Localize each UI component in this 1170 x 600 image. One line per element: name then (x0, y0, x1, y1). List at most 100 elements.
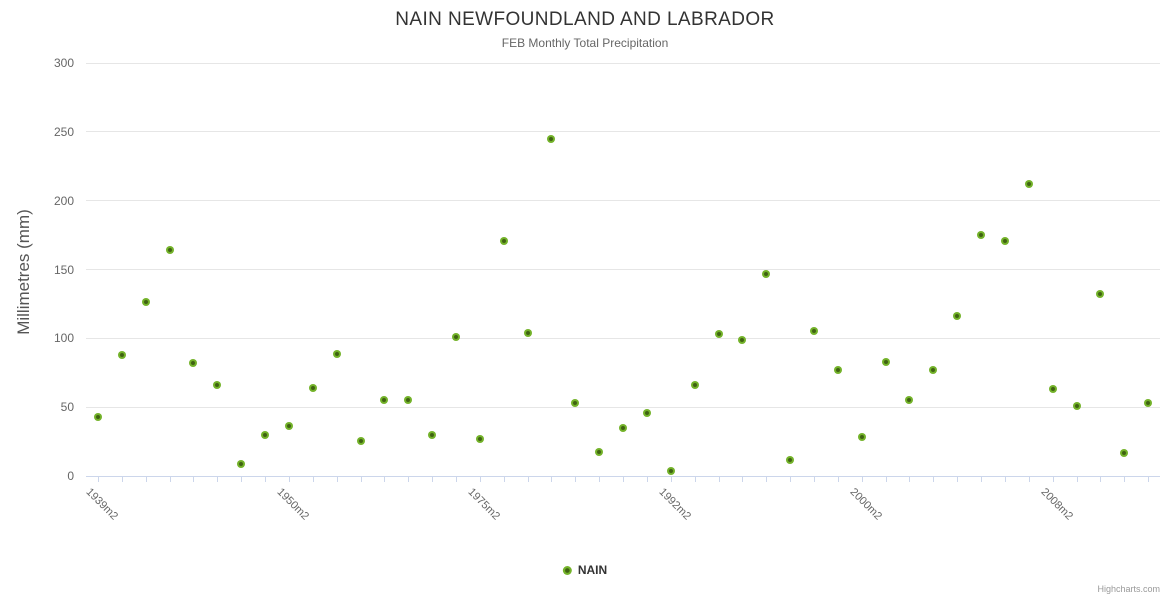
x-axis-tick (145, 477, 147, 482)
x-axis-tick (575, 477, 577, 482)
data-point[interactable] (619, 424, 627, 433)
data-point[interactable] (404, 396, 413, 405)
x-axis-tick (169, 477, 171, 482)
data-point[interactable] (1000, 237, 1009, 246)
y-axis-label: 150 (53, 262, 74, 277)
y-axis-label: 0 (67, 469, 74, 483)
y-gridline (86, 200, 1160, 202)
x-axis-tick (312, 477, 314, 482)
x-axis-label: 1992m2 (656, 486, 693, 523)
data-point[interactable] (475, 435, 484, 444)
x-axis-tick (217, 477, 219, 482)
y-axis-label: 100 (53, 331, 74, 346)
x-axis-tick (646, 477, 648, 482)
y-gridline (86, 62, 1160, 64)
data-point[interactable] (571, 399, 580, 408)
x-axis-tick (1004, 477, 1006, 482)
data-point[interactable] (117, 351, 126, 360)
x-axis-tick (479, 477, 481, 482)
data-point[interactable] (690, 381, 699, 390)
legend-item-nain[interactable]: NAIN (562, 563, 608, 577)
x-axis-tick (1028, 477, 1030, 482)
data-point[interactable] (380, 396, 389, 405)
x-axis-tick (432, 477, 434, 482)
data-point[interactable] (1024, 179, 1033, 188)
data-point[interactable] (1120, 449, 1129, 457)
x-axis-tick (599, 477, 601, 482)
x-axis-tick (623, 477, 624, 482)
legend-series-label: NAIN (577, 563, 608, 577)
data-point[interactable] (499, 236, 508, 245)
data-point[interactable] (237, 460, 246, 468)
data-point[interactable] (261, 431, 269, 440)
data-point[interactable] (1048, 385, 1057, 394)
x-axis-tick (193, 477, 195, 482)
x-axis-tick (121, 477, 123, 482)
data-point[interactable] (308, 384, 317, 392)
data-point[interactable] (356, 437, 365, 445)
data-point[interactable] (1144, 399, 1153, 407)
data-point[interactable] (642, 408, 651, 417)
x-axis-tick (909, 477, 911, 482)
x-axis-tick (694, 477, 696, 482)
data-point[interactable] (284, 422, 293, 430)
data-point[interactable] (595, 448, 604, 456)
data-point[interactable] (1096, 290, 1105, 299)
x-axis-line (86, 476, 1160, 477)
x-axis-tick (1076, 477, 1078, 482)
x-axis-tick (837, 477, 839, 482)
data-point[interactable] (547, 134, 556, 143)
y-axis-label: 50 (60, 400, 74, 415)
data-point[interactable] (953, 312, 962, 321)
x-axis-tick (265, 477, 266, 482)
data-point[interactable] (451, 333, 460, 342)
data-point[interactable] (1072, 402, 1081, 411)
x-axis-tick (790, 477, 792, 482)
data-point[interactable] (833, 366, 842, 375)
data-point[interactable] (977, 231, 985, 240)
x-axis-tick (241, 477, 243, 482)
y-axis-label: 200 (53, 193, 74, 208)
chart-subtitle: FEB Monthly Total Precipitation (501, 36, 669, 50)
data-point[interactable] (189, 359, 198, 368)
data-point[interactable] (213, 380, 222, 389)
data-point[interactable] (929, 366, 938, 375)
x-axis-tick (766, 477, 768, 482)
y-axis-label: 250 (53, 124, 74, 139)
highcharts-credits-link[interactable]: Highcharts.com (1097, 584, 1160, 594)
x-axis-tick (384, 477, 386, 482)
data-point[interactable] (881, 358, 890, 367)
y-gridline (86, 406, 1160, 408)
data-point[interactable] (857, 433, 866, 441)
x-axis-tick (670, 477, 672, 482)
x-axis-tick (885, 477, 887, 482)
x-axis-label: 1950m2 (274, 486, 312, 523)
x-axis-tick (1100, 477, 1102, 482)
data-point[interactable] (165, 246, 174, 255)
data-point[interactable] (714, 330, 723, 339)
data-point[interactable] (93, 413, 102, 422)
x-axis-label: 1975m2 (465, 486, 502, 523)
x-axis-tick (408, 477, 410, 482)
data-point[interactable] (762, 270, 771, 279)
data-point[interactable] (738, 336, 747, 345)
x-axis-label: 1939m2 (83, 486, 121, 523)
x-axis-tick (742, 477, 744, 482)
x-axis-tick (813, 477, 815, 482)
chart-title: NAIN NEWFOUNDLAND AND LABRADOR (395, 9, 775, 30)
x-axis-label: 2008m2 (1038, 486, 1075, 523)
y-gridline (86, 131, 1160, 133)
legend-marker-icon (562, 565, 572, 575)
data-point[interactable] (666, 467, 675, 475)
x-axis-tick (1124, 477, 1126, 482)
data-point[interactable] (786, 456, 795, 464)
data-point[interactable] (141, 298, 150, 307)
data-point[interactable] (905, 396, 914, 405)
x-axis-tick (1148, 477, 1150, 482)
y-axis-label: 300 (53, 56, 74, 70)
data-point[interactable] (332, 350, 341, 359)
data-point[interactable] (809, 327, 818, 336)
data-point[interactable] (523, 329, 532, 338)
data-point[interactable] (428, 431, 437, 440)
